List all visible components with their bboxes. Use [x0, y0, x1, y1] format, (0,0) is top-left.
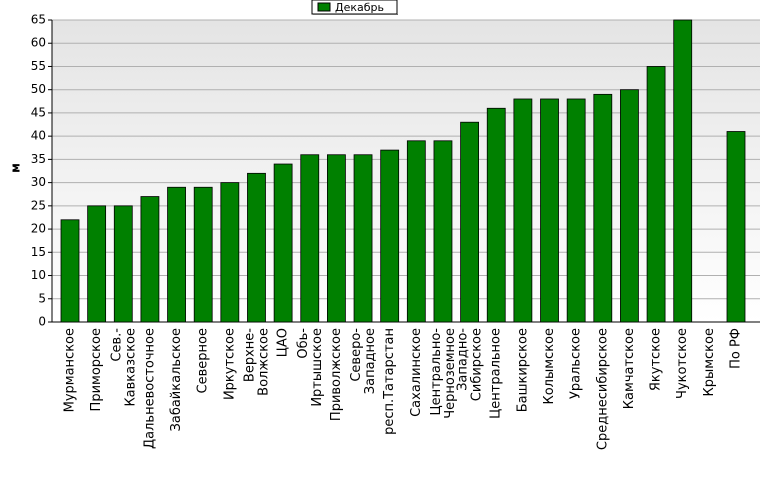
- x-tick-label: Уральское: [569, 328, 584, 399]
- bar: [300, 154, 320, 323]
- y-tick-label: 35: [31, 152, 46, 166]
- x-tick-label: Приволжское: [329, 328, 344, 421]
- bar: [273, 163, 293, 323]
- bar: [247, 172, 266, 323]
- bar: [540, 98, 559, 323]
- x-tick-label: ЦАО: [276, 328, 291, 357]
- y-tick-label: 25: [31, 198, 46, 212]
- y-axis-label: м: [9, 163, 23, 173]
- y-tick-label: 30: [31, 175, 46, 189]
- y-tick-label: 40: [31, 129, 46, 143]
- bar: [87, 205, 107, 323]
- bar: [167, 186, 186, 323]
- x-tick-label: Чукотское: [675, 328, 690, 399]
- x-tick-label: Среднесибирское: [595, 328, 610, 450]
- y-tick-label: 55: [31, 59, 46, 73]
- y-tick-label: 60: [31, 36, 46, 50]
- x-tick-label: Дальневосточное: [142, 328, 157, 449]
- legend-label: Декабрь: [335, 1, 384, 14]
- y-tick-label: 20: [31, 222, 46, 236]
- x-tick-label: Мурманское: [63, 328, 78, 412]
- bar: [673, 19, 693, 323]
- x-tick-label: Приморское: [89, 328, 104, 411]
- x-tick-label: Якутское: [649, 328, 664, 391]
- x-tick-label: Камчатское: [622, 328, 637, 409]
- bar: [326, 154, 346, 323]
- x-tick-label: Колымское: [542, 328, 557, 405]
- bar: [513, 98, 533, 323]
- x-tick-label: Башкирское: [515, 328, 530, 412]
- y-tick-label: 10: [31, 268, 46, 282]
- bar: [486, 107, 506, 323]
- y-tick-label: 15: [31, 245, 46, 259]
- bar: [593, 93, 613, 323]
- x-tick-label: Обь-Иртышское: [295, 328, 324, 407]
- bar: [406, 140, 426, 323]
- y-tick-label: 0: [38, 315, 46, 329]
- x-tick-label: Западно-Сибирское: [455, 328, 484, 402]
- x-tick-label: Сахалинское: [409, 328, 424, 417]
- y-tick-label: 65: [31, 13, 46, 27]
- y-tick-label: 45: [31, 105, 46, 119]
- x-tick-label: Северное: [196, 328, 211, 393]
- bar: [193, 186, 213, 323]
- bar: [726, 131, 746, 323]
- x-tick-label: Сев.-Кавказское: [109, 328, 138, 407]
- bar: [140, 196, 160, 323]
- x-tick-label: Центрально-Черноземное: [428, 328, 457, 419]
- y-tick-label: 50: [31, 82, 46, 96]
- x-tick-label: Иркутское: [222, 328, 237, 400]
- bar: [620, 89, 639, 323]
- bar: [60, 219, 80, 323]
- x-tick-label: респ.Татарстан: [382, 328, 397, 435]
- bar: [460, 121, 480, 323]
- x-tick-label: Северо-Западное: [349, 328, 378, 395]
- bar: [646, 66, 666, 323]
- x-tick-label: Крымское: [702, 328, 717, 397]
- bar: [433, 140, 453, 323]
- bar: [380, 149, 400, 323]
- legend-swatch: [317, 2, 331, 12]
- x-tick-label: Центральное: [489, 328, 504, 419]
- x-tick-label: По РФ: [729, 328, 744, 369]
- legend: Декабрь: [311, 0, 398, 15]
- bar: [566, 98, 586, 323]
- bar: [220, 182, 240, 323]
- bar: [113, 205, 133, 323]
- x-tick-label: Забайкальское: [169, 328, 184, 431]
- bar: [353, 154, 373, 323]
- x-tick-label: Верхне-Волжское: [242, 328, 271, 396]
- y-tick-label: 5: [38, 291, 46, 305]
